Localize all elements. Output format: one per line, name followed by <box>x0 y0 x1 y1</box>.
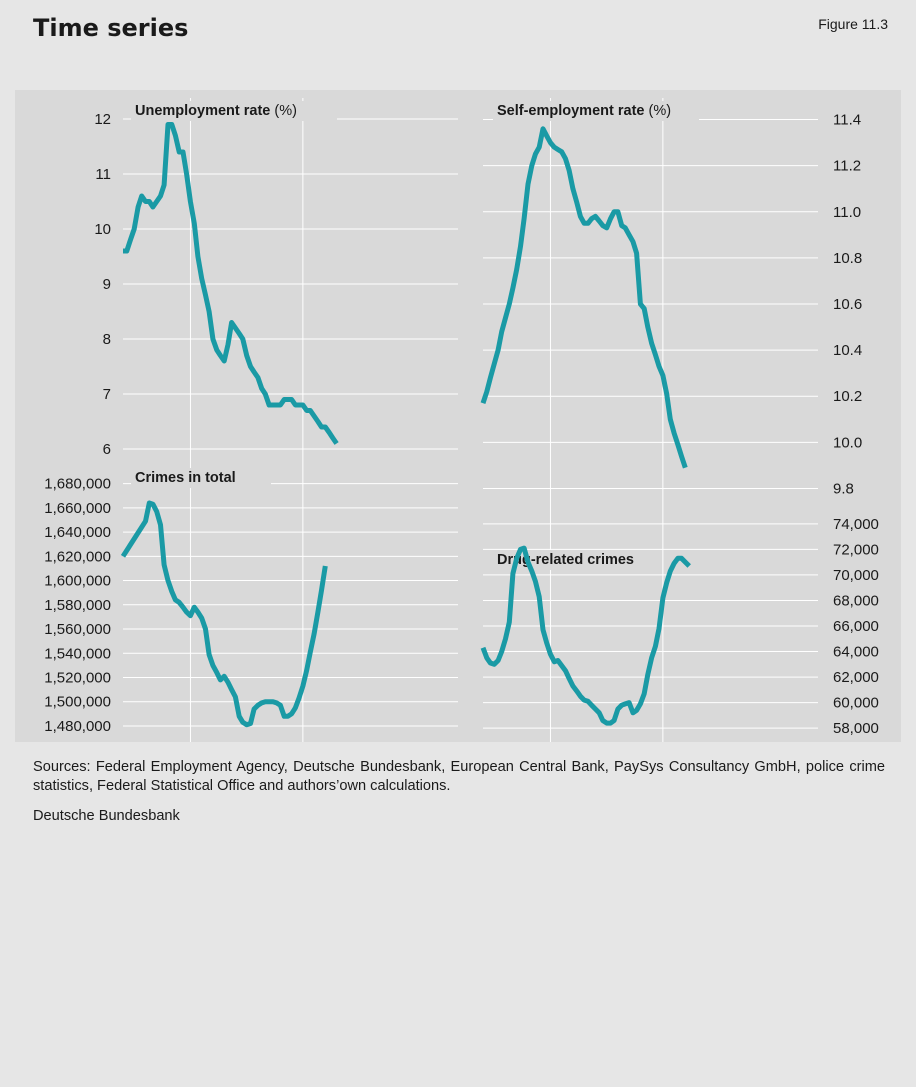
unemp-tick-label: 7 <box>103 386 111 403</box>
crimes-tick-label: 1,580,000 <box>44 597 111 614</box>
drugs-tick-label: 72,000 <box>833 541 879 558</box>
footer-area <box>15 742 901 1087</box>
selfemp-tick-label: 10.8 <box>833 250 862 267</box>
chart-panel: 6 7 8 9 10 11 12 Unemployment rate (%) 9.8 10.0 10… <box>15 90 901 790</box>
crimes-tick-label: 1,540,000 <box>44 645 111 662</box>
crimes-tick-label: 1,660,000 <box>44 500 111 517</box>
unemp-tick-label: 9 <box>103 276 111 293</box>
crimes-chart-title: Crimes in total <box>135 470 236 486</box>
crimes-tick-label: 1,500,000 <box>44 694 111 711</box>
crimes-tick-label: 1,520,000 <box>44 669 111 686</box>
crimes-tick-label: 1,480,000 <box>44 718 111 735</box>
drugs-series-line <box>480 545 691 726</box>
selfemp-tick-label: 10.2 <box>833 388 862 405</box>
unemp-unit: (%) <box>270 103 297 119</box>
crimes-tick-label: 1,600,000 <box>44 573 111 590</box>
selfemp-title-bg <box>493 101 699 121</box>
crimes-tick-label: 1,560,000 <box>44 621 111 638</box>
crimes-tick-label: 1,620,000 <box>44 548 111 565</box>
crimes-title-bg <box>131 468 271 488</box>
publisher-label: Deutsche Bundesbank <box>33 808 180 824</box>
crimes-tick-label: 1,640,000 <box>44 524 111 541</box>
drugs-tick-label: 66,000 <box>833 618 879 635</box>
drugs-tick-label: 68,000 <box>833 592 879 609</box>
unemp-series-line <box>123 122 339 445</box>
crimes-series-line <box>120 500 328 728</box>
unemp-tick-label: 8 <box>103 331 111 348</box>
selfemp-tick-label: 10.4 <box>833 342 862 359</box>
selfemp-tick-label: 9.8 <box>833 480 854 497</box>
drugs-tick-label: 70,000 <box>833 567 879 584</box>
selfemp-tick-label: 10.0 <box>833 434 862 451</box>
drugs-tick-label: 60,000 <box>833 695 879 712</box>
page-title: Time series <box>33 14 189 42</box>
drugs-tick-label: 74,000 <box>833 516 879 533</box>
unemp-tick-label: 10 <box>94 221 111 238</box>
unemp-tick-label: 11 <box>95 166 111 183</box>
unemp-chart-title: Unemployment rate (%) <box>135 103 297 119</box>
selfemp-tick-label: 11.0 <box>833 204 861 221</box>
selfemp-chart-title: Self-employment rate (%) <box>497 103 671 119</box>
selfemp-tick-label: 10.6 <box>833 296 862 313</box>
crimes-tick-label: 1,680,000 <box>44 476 111 493</box>
selfemp-series-line <box>480 126 688 469</box>
unemp-title-bg <box>131 101 337 121</box>
figure-label: Figure 11.3 <box>818 16 888 32</box>
selfemp-tick-label: 11.4 <box>833 112 861 129</box>
unemp-tick-label: 6 <box>103 441 111 458</box>
selfemp-unit: (%) <box>644 103 671 119</box>
charts-svg: 6 7 8 9 10 11 12 Unemployment rate (%) 9.8 10.0 10… <box>44 98 879 790</box>
selfemp-tick-label: 11.2 <box>833 158 861 175</box>
drugs-tick-label: 62,000 <box>833 669 879 686</box>
drugs-tick-label: 64,000 <box>833 644 879 661</box>
sources-note: Sources: Federal Employment Agency, Deut… <box>33 759 885 794</box>
drugs-tick-label: 58,000 <box>833 720 879 737</box>
unemp-tick-label: 12 <box>94 111 111 128</box>
